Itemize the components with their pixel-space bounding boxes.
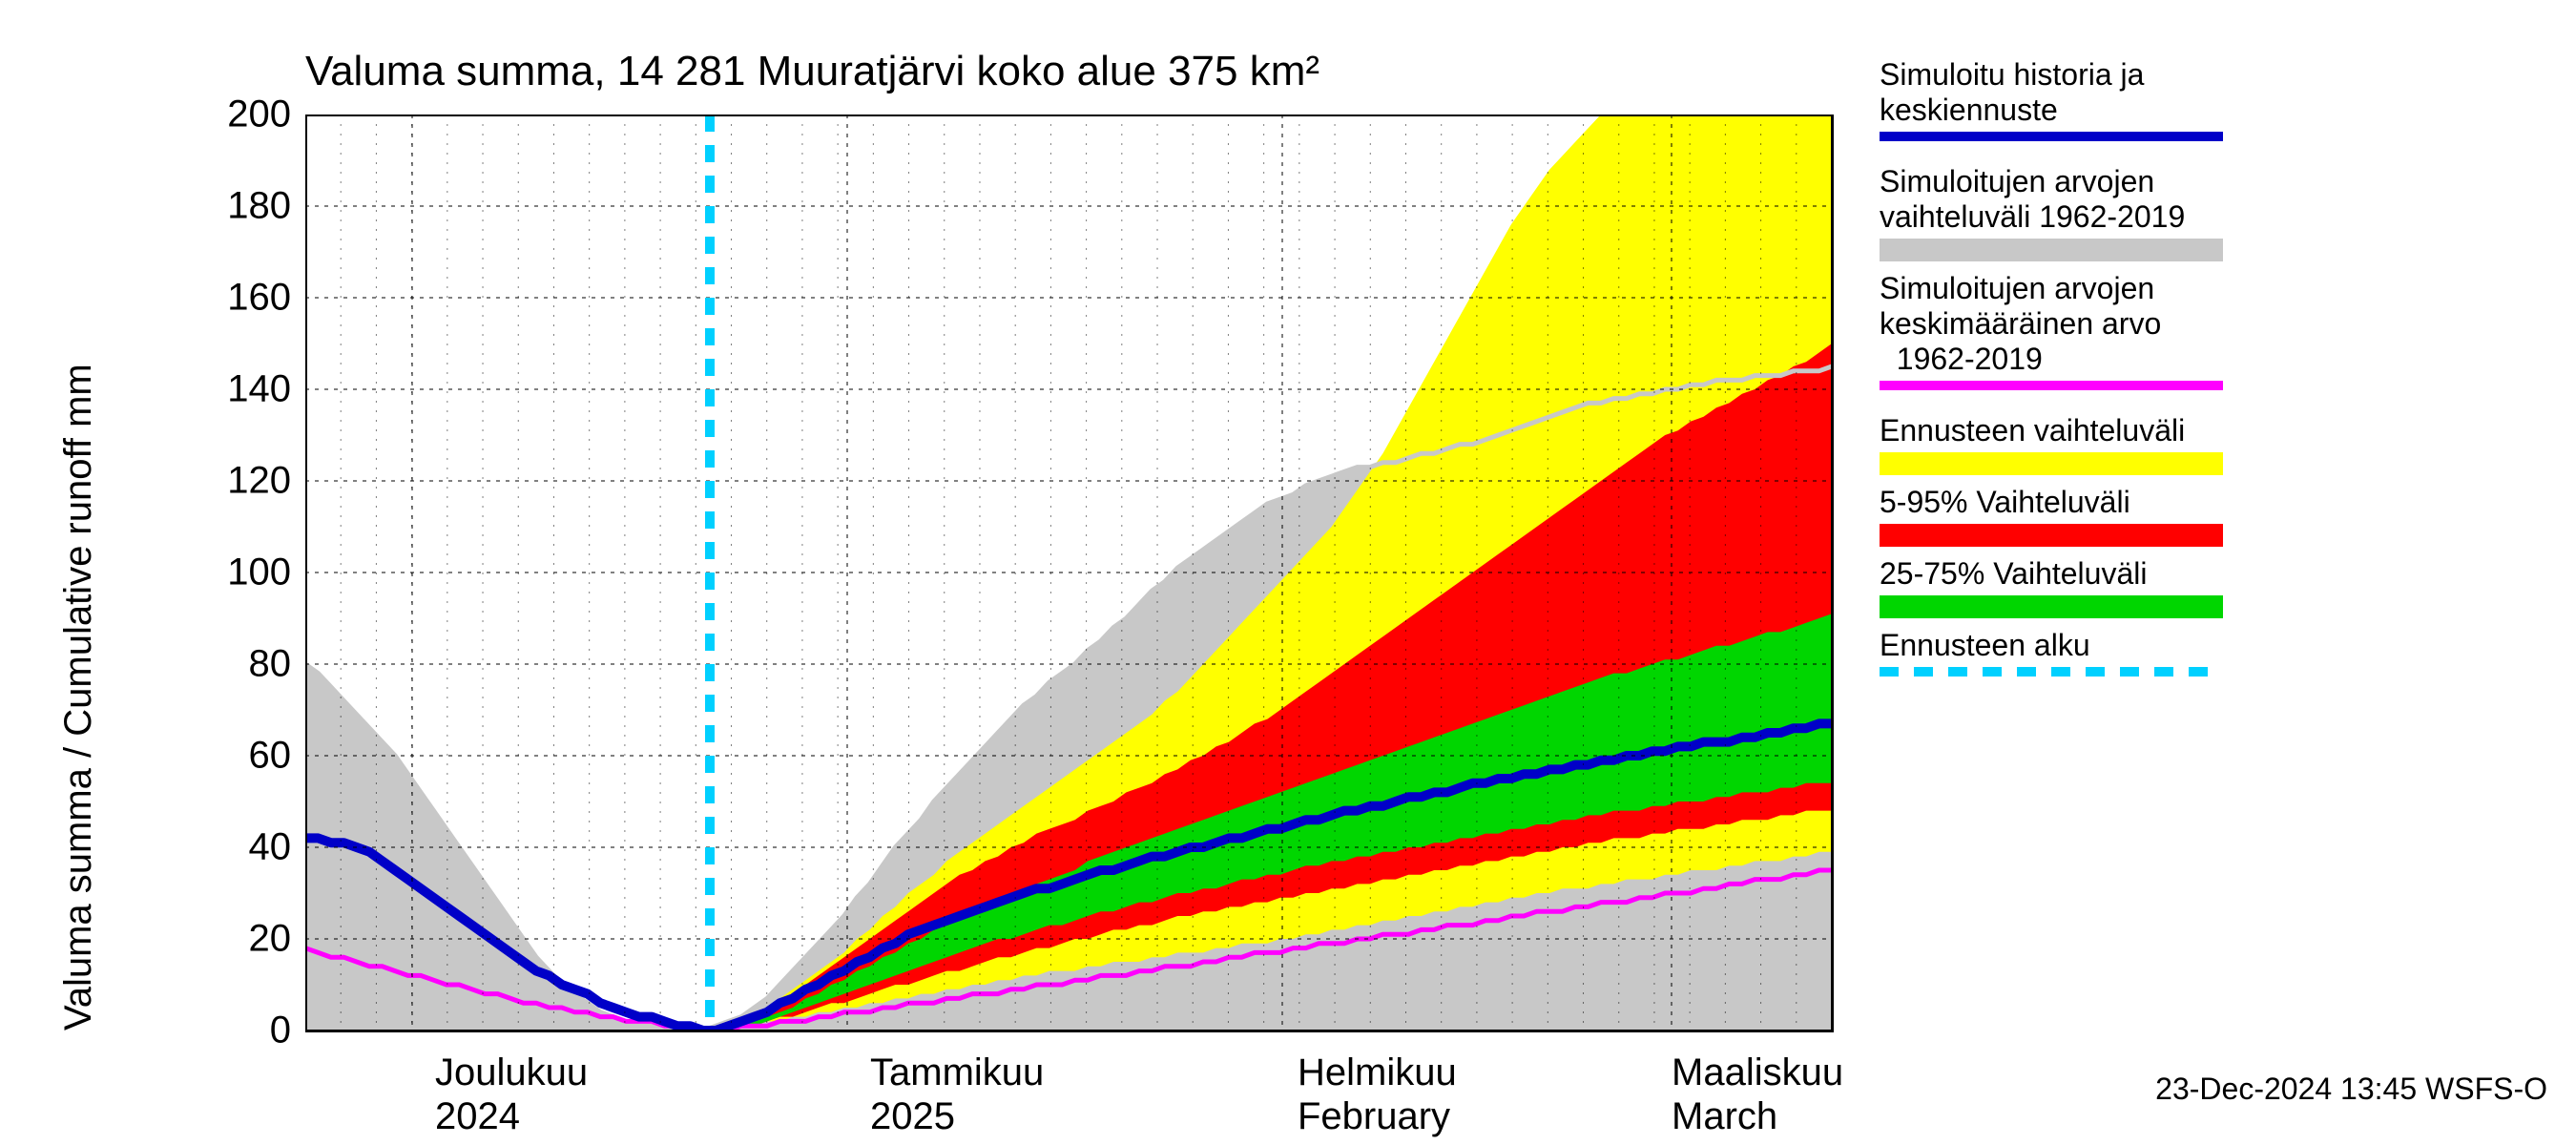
x-month-sublabel: February: [1298, 1095, 1450, 1138]
x-month-sublabel: 2024: [435, 1095, 520, 1138]
legend-swatch: [1880, 524, 2223, 547]
chart-title: Valuma summa, 14 281 Muuratjärvi koko al…: [305, 48, 1319, 95]
x-month-sublabel: March: [1672, 1095, 1777, 1138]
plot-area: [305, 114, 1834, 1032]
legend-label: Ennusteen vaihteluväli: [1880, 413, 2185, 448]
y-tick-label: 80: [177, 643, 291, 686]
legend-swatch: [1880, 239, 2223, 261]
x-month-label: Tammikuu: [870, 1051, 1044, 1094]
legend-swatch: [1880, 595, 2223, 618]
legend-label: 5-95% Vaihteluväli: [1880, 485, 2130, 520]
legend-label: Simuloitujen arvojenvaihteluväli 1962-20…: [1880, 164, 2185, 235]
x-month-label: Helmikuu: [1298, 1051, 1457, 1094]
x-month-sublabel: 2025: [870, 1095, 955, 1138]
y-tick-label: 200: [177, 94, 291, 136]
y-tick-label: 160: [177, 277, 291, 320]
legend-label: Simuloitu historia jakeskiennuste: [1880, 57, 2144, 128]
y-tick-label: 0: [177, 1010, 291, 1052]
y-tick-label: 60: [177, 735, 291, 778]
legend-label: Simuloitujen arvojenkeskimääräinen arvo …: [1880, 271, 2161, 376]
legend-swatch: [1880, 667, 2223, 677]
legend-label: 25-75% Vaihteluväli: [1880, 556, 2147, 592]
y-tick-label: 120: [177, 460, 291, 503]
y-tick-label: 20: [177, 918, 291, 961]
x-month-label: Joulukuu: [435, 1051, 588, 1094]
legend-swatch: [1880, 132, 2223, 141]
y-axis-label: Valuma summa / Cumulative runoff mm: [57, 364, 100, 1030]
x-month-label: Maaliskuu: [1672, 1051, 1843, 1094]
legend-label: Ennusteen alku: [1880, 628, 2090, 663]
legend-swatch: [1880, 381, 2223, 390]
y-tick-label: 180: [177, 185, 291, 228]
legend-swatch: [1880, 452, 2223, 475]
y-tick-label: 140: [177, 368, 291, 411]
y-tick-label: 40: [177, 826, 291, 869]
chart-container: Valuma summa / Cumulative runoff mm Valu…: [0, 0, 2576, 1145]
footer-timestamp: 23-Dec-2024 13:45 WSFS-O: [2155, 1072, 2547, 1107]
y-tick-label: 100: [177, 552, 291, 594]
